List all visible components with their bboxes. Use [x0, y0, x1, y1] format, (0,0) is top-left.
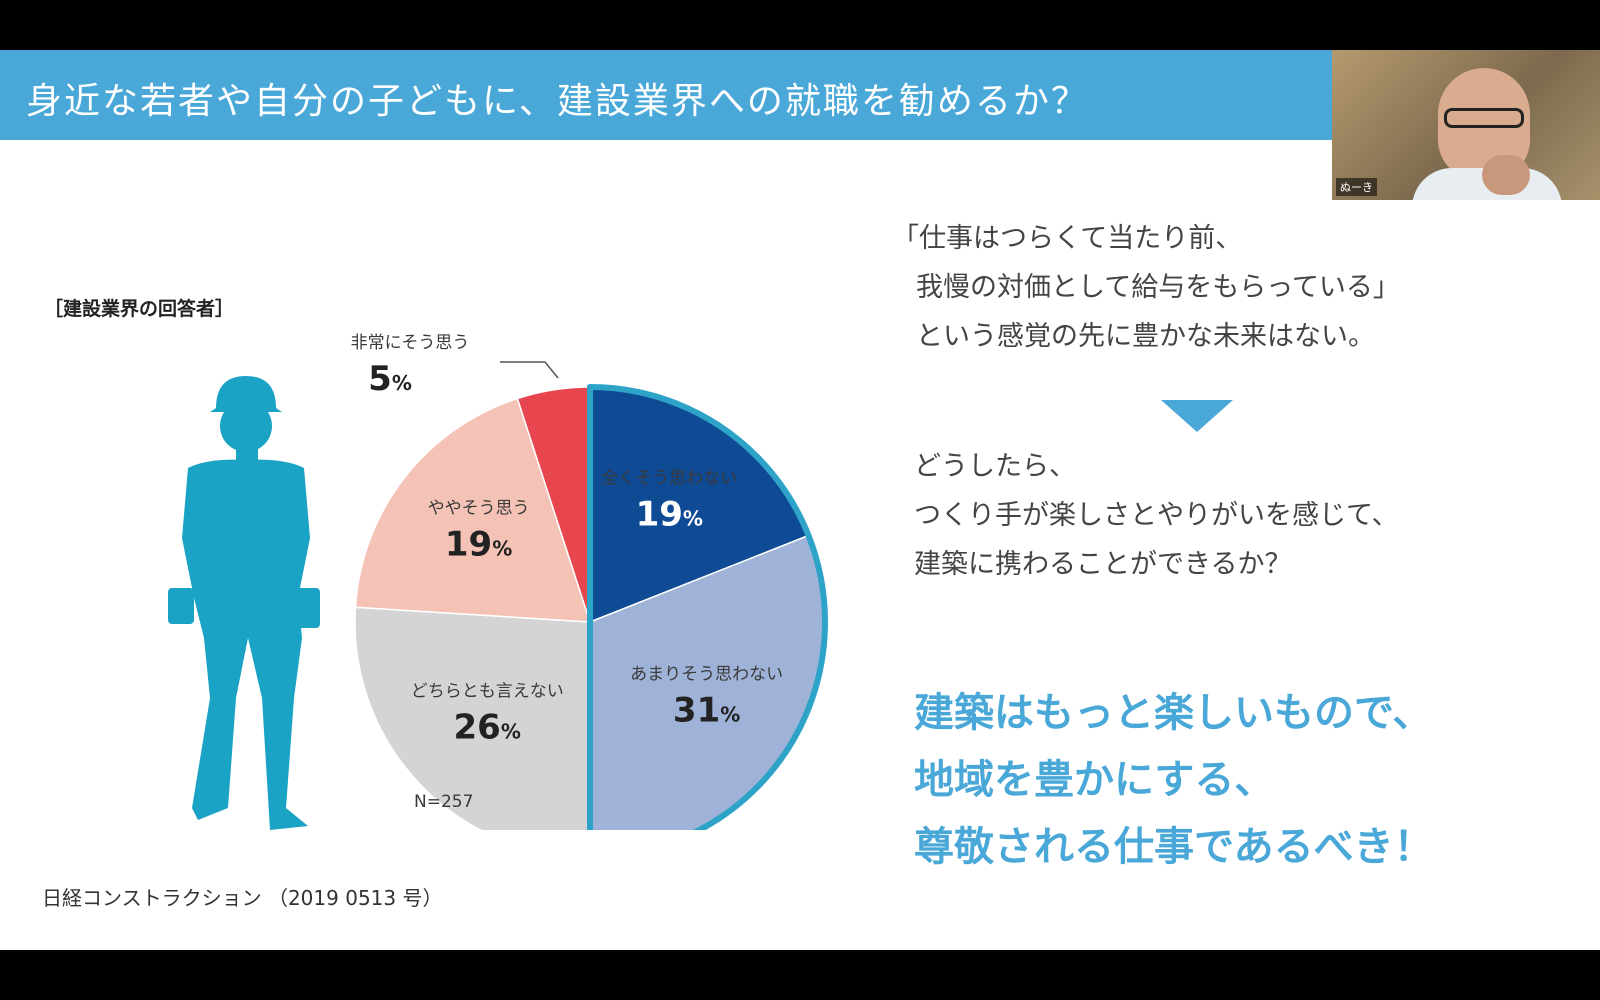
slide-title: 身近な若者や自分の子どもに、建設業界への就職を勧めるか？	[26, 81, 1089, 122]
question-block: どうしたら、 つくり手が楽しさとやりがいを感じて、 建築に携わることができるか？	[914, 442, 1399, 589]
leader-line	[500, 361, 559, 379]
question-line: つくり手が楽しさとやりがいを感じて、	[914, 500, 1399, 531]
worker-silhouette-icon	[168, 376, 320, 830]
pie-slice-2	[354, 606, 591, 830]
slice-value-0: 19%	[636, 494, 703, 534]
top-black-bar	[0, 0, 1600, 50]
down-arrow-icon	[1161, 400, 1233, 432]
slice-value-2: 26%	[454, 708, 521, 748]
question-line: 建築に携わることができるか？	[914, 549, 1292, 580]
title-band: 身近な若者や自分の子どもに、建設業界への就職を勧めるか？	[0, 50, 1332, 140]
quote-line: 我慢の対価として給与をもらっている」	[916, 272, 1400, 303]
highlight-outline	[587, 384, 828, 830]
slice-label-0: 全くそう思わない	[601, 468, 737, 488]
participant-hand	[1482, 155, 1530, 195]
participant-glasses	[1444, 108, 1524, 128]
source-citation: 日経コンストラクション （2019 0513 号）	[42, 886, 443, 910]
participant-name-tag: ぬーき	[1336, 178, 1377, 196]
slice-value-1: 31%	[673, 690, 740, 730]
conclusion-line: 尊敬される仕事であるべき！	[914, 824, 1434, 870]
quote-line: という感覚の先に豊かな未来はない。	[916, 321, 1375, 352]
question-line: どうしたら、	[914, 451, 1076, 482]
slice-label-1: あまりそう思わない	[630, 664, 783, 684]
slice-label-4: 非常にそう思う	[351, 333, 470, 353]
quote-line: 「仕事はつらくて当たり前、	[892, 223, 1243, 254]
presentation-slide: 身近な若者や自分の子どもに、建設業界への就職を勧めるか？ ぬーき ［建設業界の回…	[0, 50, 1600, 950]
participant-video-tile[interactable]: ぬーき	[1332, 50, 1600, 200]
slice-label-2: どちらとも言えない	[411, 682, 564, 702]
sample-size-label: N=257	[414, 792, 473, 812]
conclusion-line: 建築はもっと楽しいもので、	[914, 690, 1433, 736]
quote-block: 「仕事はつらくて当たり前、 我慢の対価として給与をもらっている」 という感覚の先…	[892, 214, 1400, 361]
pie-slice-3	[354, 397, 592, 623]
pie-chart: 全くそう思わない 19% あまりそう思わない 31% どちらとも言えない 26% ややそう思…	[351, 333, 828, 830]
conclusion-line: 地域を豊かにする、	[914, 757, 1275, 803]
slice-label-3: ややそう思う	[428, 499, 530, 519]
category-label: ［建設業界の回答者］	[44, 298, 235, 320]
slice-value-4: 5%	[368, 359, 412, 399]
conclusion-block: 建築はもっと楽しいもので、 地域を豊かにする、 尊敬される仕事であるべき！	[914, 680, 1434, 881]
bottom-black-bar	[0, 950, 1600, 1000]
slice-value-3: 19%	[445, 525, 512, 565]
